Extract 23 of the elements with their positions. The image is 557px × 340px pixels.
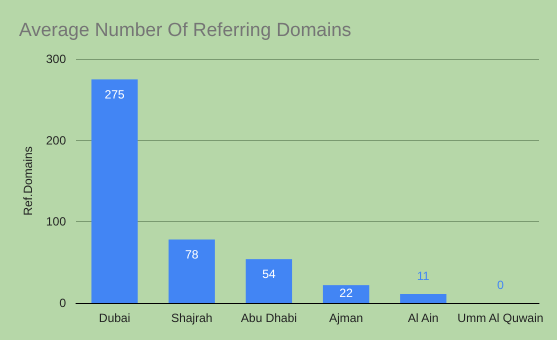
data-label: 54 (262, 267, 276, 282)
chart-title: Average Number Of Referring Domains (19, 20, 352, 41)
y-tick-label: 0 (59, 296, 66, 310)
x-tick-label: Ajman (329, 311, 364, 325)
data-label: 78 (185, 248, 199, 262)
data-label: 22 (339, 286, 354, 300)
bar (400, 294, 446, 303)
x-tick-label: Al Ain (408, 311, 439, 325)
data-label: 275 (104, 87, 125, 102)
data-label: 11 (417, 269, 430, 284)
bar (168, 240, 215, 303)
x-tick-label: Dubai (98, 311, 130, 325)
bar (246, 259, 292, 303)
y-axis-title: Ref.Domains (21, 146, 35, 216)
bar (91, 79, 138, 303)
bar (322, 285, 370, 303)
x-tick-label: Umm Al Quwain (457, 311, 544, 325)
y-tick-label: 300 (46, 52, 66, 66)
y-tick-label: 100 (46, 214, 66, 229)
y-tick-label: 200 (46, 133, 66, 148)
x-tick-label: Shajrah (171, 311, 212, 325)
x-tick-label: Abu Dhabi (240, 311, 297, 325)
data-label: 0 (497, 278, 504, 292)
